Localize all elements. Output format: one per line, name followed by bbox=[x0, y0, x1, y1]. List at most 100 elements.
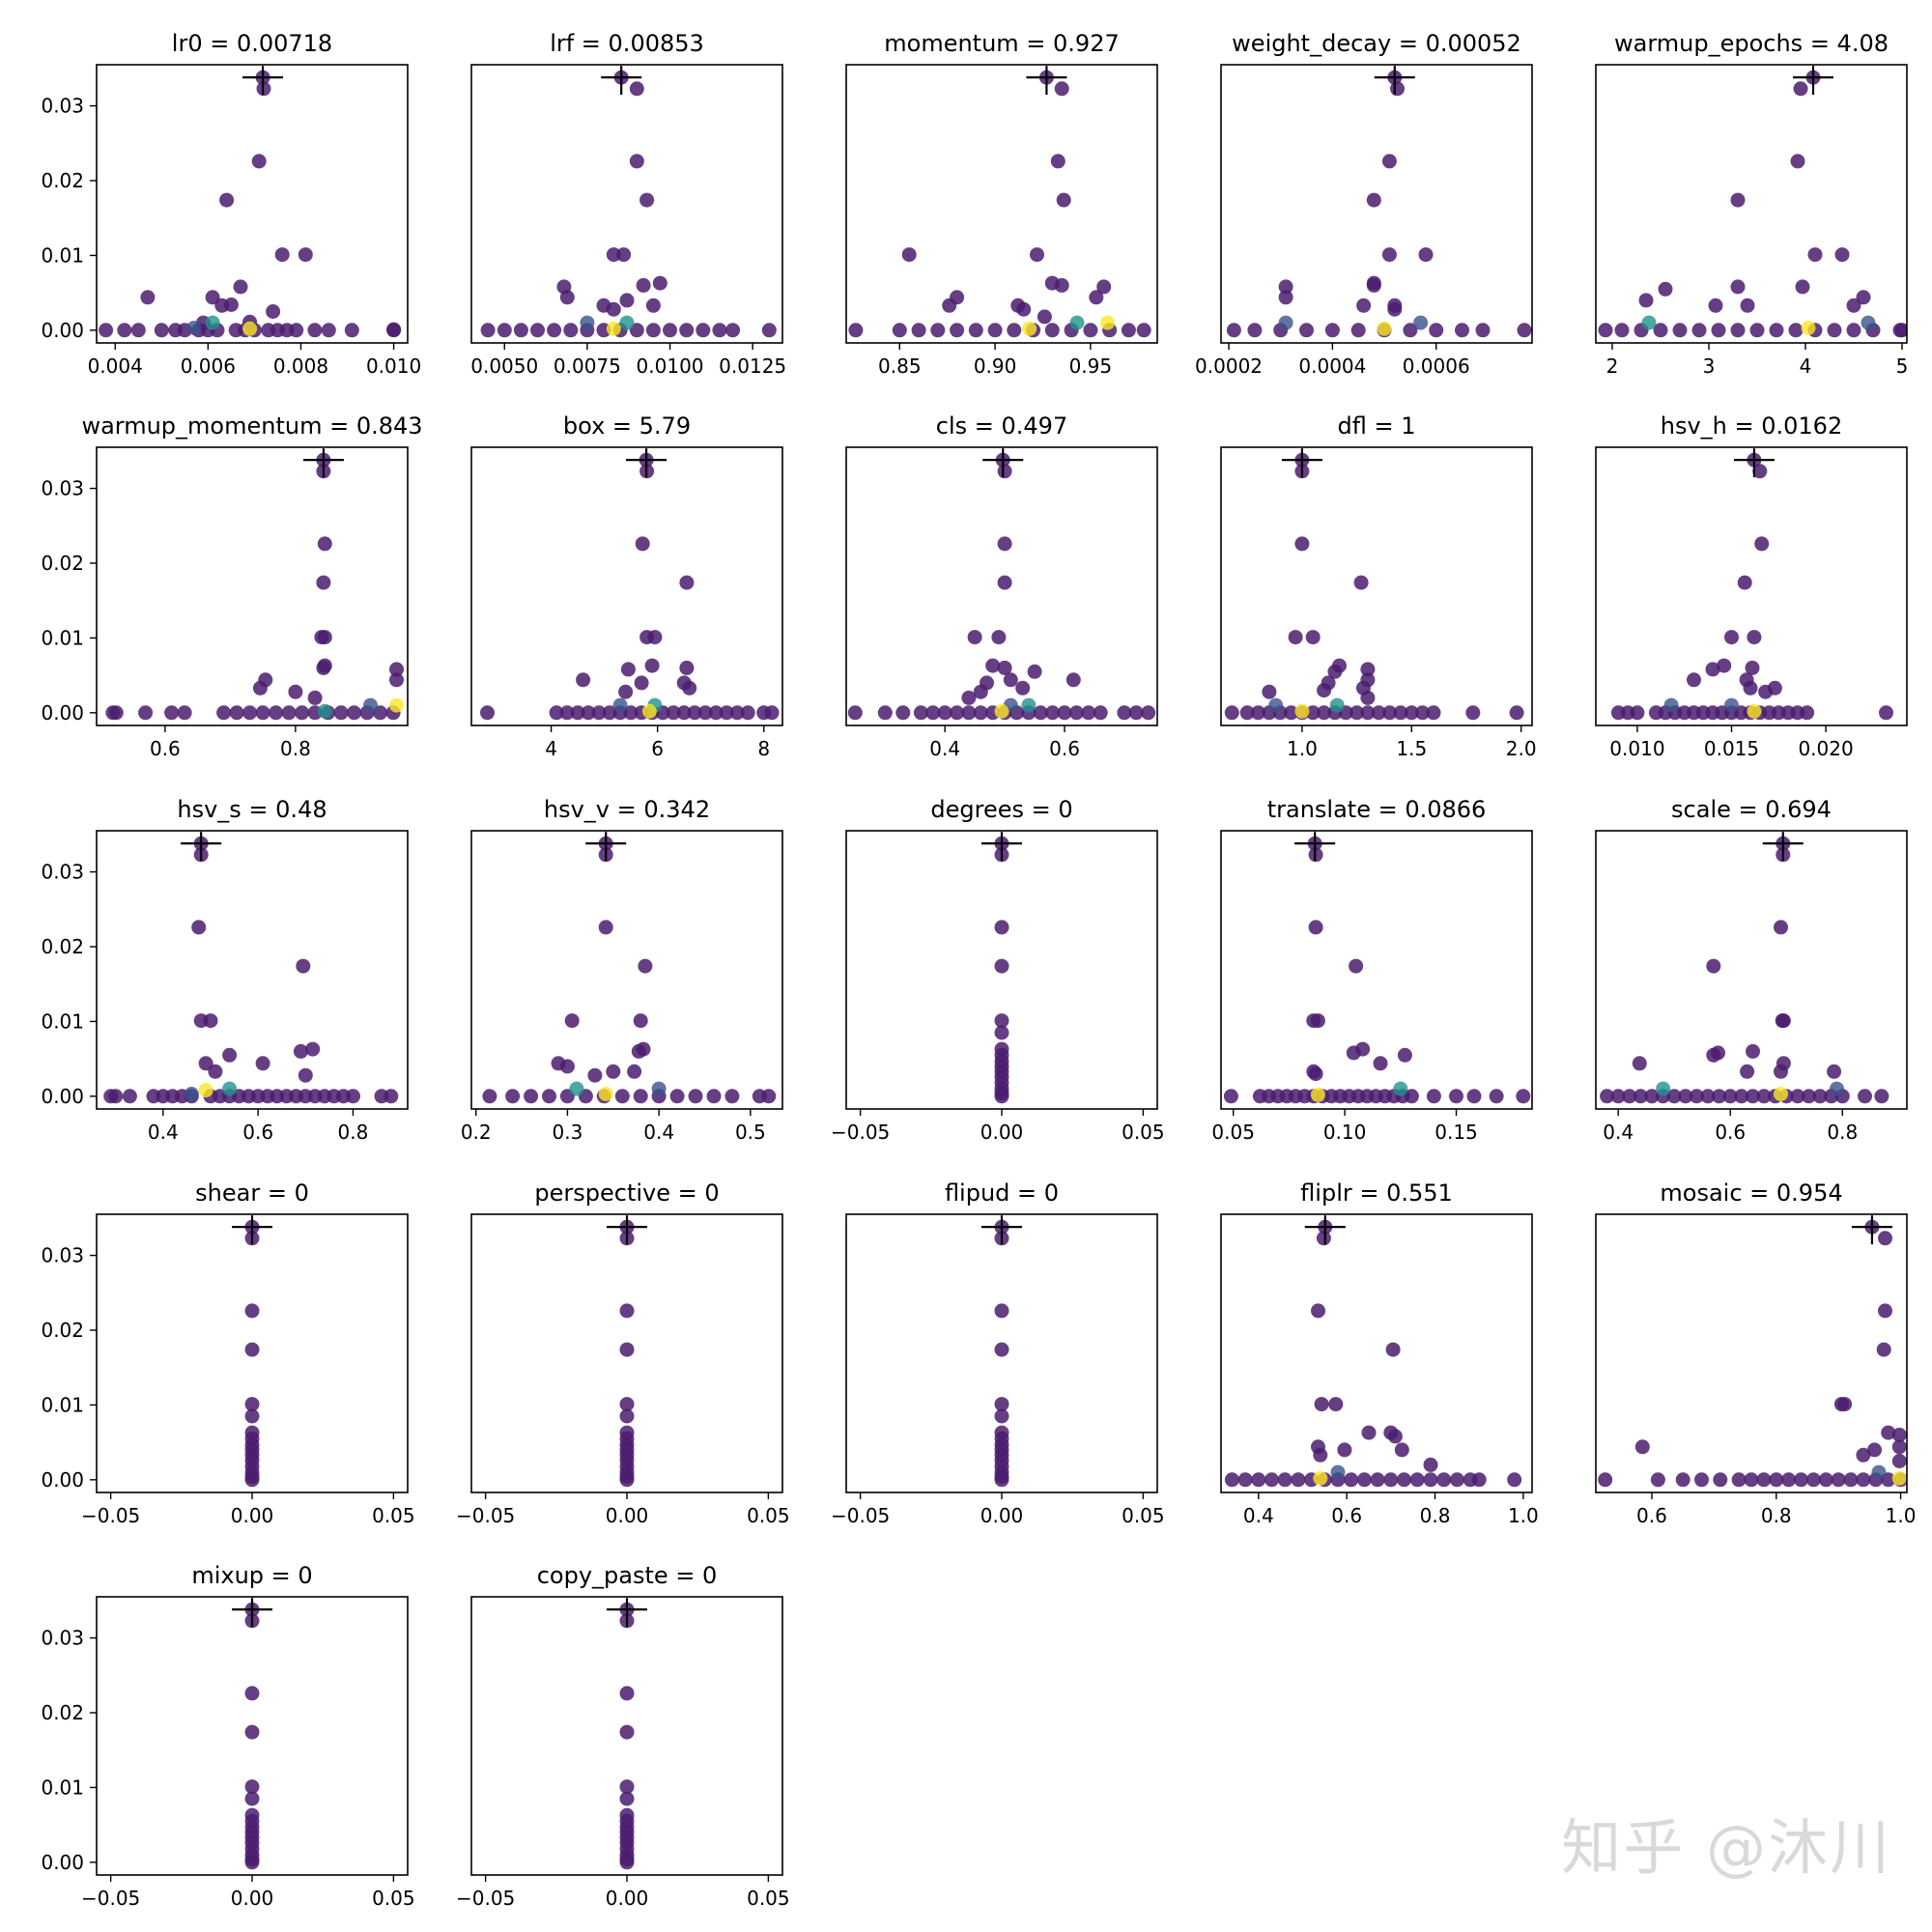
scatter-point bbox=[559, 1059, 575, 1074]
axes-frame bbox=[470, 64, 783, 344]
scatter-point bbox=[645, 298, 661, 313]
x-tick-label: 1.5 bbox=[1396, 737, 1427, 760]
x-tick-label: 0.05 bbox=[372, 1887, 415, 1910]
scatter-point bbox=[1373, 1056, 1388, 1071]
y-tick-label: 0.03 bbox=[41, 1244, 84, 1267]
scatter-point bbox=[587, 1067, 603, 1083]
scatter-point bbox=[1390, 81, 1405, 97]
subplot-warmup-epochs: warmup_epochs = 4.08 2 3 4 5 bbox=[1595, 30, 1908, 378]
subplot-title: translate = 0.0866 bbox=[1267, 796, 1487, 823]
scatter-point bbox=[591, 705, 607, 721]
scatter-point bbox=[1867, 1442, 1882, 1458]
scatter-point bbox=[1360, 662, 1376, 677]
scatter-point bbox=[1305, 630, 1321, 645]
scatter-point bbox=[1691, 323, 1707, 338]
scatter-point bbox=[663, 323, 677, 338]
subplot-cls: cls = 0.497 0.4 0.6 bbox=[845, 412, 1158, 760]
x-tick-label: 0.010 bbox=[366, 355, 421, 378]
scatter-point bbox=[1455, 323, 1469, 338]
scatter-point bbox=[1057, 705, 1072, 721]
scatter-point bbox=[140, 290, 156, 305]
y-tick-label: 0.01 bbox=[41, 1776, 84, 1799]
scatter-point bbox=[620, 662, 636, 677]
subplot-scale: scale = 0.694 0.4 0.6 0.8 bbox=[1595, 796, 1908, 1144]
scatter-point bbox=[877, 705, 893, 721]
scatter-point bbox=[606, 247, 621, 263]
scatter-point bbox=[997, 575, 1012, 590]
scatter-point bbox=[559, 705, 575, 721]
scatter-point bbox=[638, 958, 653, 974]
scatter-points bbox=[482, 836, 777, 1104]
subplot-title: warmup_epochs = 4.08 bbox=[1614, 30, 1889, 57]
axes-frame bbox=[470, 446, 783, 726]
x-tick-label: 0.6 bbox=[1636, 1504, 1667, 1527]
scatter-point bbox=[266, 304, 281, 319]
subplot-title: box = 5.79 bbox=[563, 412, 691, 440]
scatter-points bbox=[1598, 1219, 1907, 1488]
subplot-title: degrees = 0 bbox=[930, 796, 1072, 823]
y-tick-label: 0.02 bbox=[41, 1319, 84, 1342]
scatter-point bbox=[1316, 1231, 1331, 1246]
scatter-point bbox=[289, 323, 304, 338]
subplot-mixup: mixup = 0 −0.05 0.00 0.05 0.00 0.01 0.02 0.03 bbox=[41, 1562, 414, 1910]
scatter-point bbox=[346, 1089, 360, 1104]
scatter-point bbox=[1030, 247, 1044, 263]
highlight-point bbox=[1310, 1087, 1325, 1102]
scatter-point bbox=[1068, 705, 1084, 721]
scatter-point bbox=[1658, 281, 1673, 297]
highlight-point bbox=[317, 703, 332, 719]
scatter-point bbox=[1328, 1397, 1344, 1412]
scatter-point bbox=[251, 154, 267, 169]
scatter-point bbox=[1856, 1447, 1871, 1463]
scatter-point bbox=[1653, 323, 1668, 338]
scatter-point bbox=[961, 690, 977, 705]
y-tick-label: 0.01 bbox=[41, 1009, 84, 1033]
y-tick-label: 0.02 bbox=[41, 552, 84, 575]
scatter-point bbox=[1278, 290, 1293, 305]
scatter-point bbox=[619, 1855, 635, 1870]
scatter-point bbox=[1752, 464, 1768, 479]
scatter-point bbox=[244, 1472, 260, 1488]
x-tick-label: 0.4 bbox=[1243, 1504, 1274, 1527]
scatter-point bbox=[1600, 1089, 1615, 1104]
scatter-point bbox=[1278, 279, 1293, 295]
x-tick-label: 0.05 bbox=[372, 1504, 415, 1527]
axes-frame bbox=[1220, 830, 1533, 1110]
scatter-point bbox=[497, 323, 512, 338]
scatter-point bbox=[1136, 323, 1151, 338]
subplot-title: copy_paste = 0 bbox=[537, 1562, 718, 1589]
scatter-point bbox=[634, 675, 649, 691]
y-tick-label: 0.01 bbox=[41, 1393, 84, 1416]
y-tick-label: 0.03 bbox=[41, 95, 84, 118]
scatter-point bbox=[1856, 290, 1871, 305]
scatter-point bbox=[1598, 323, 1613, 338]
scatter-point bbox=[244, 1303, 260, 1319]
scatter-point bbox=[1423, 1472, 1438, 1488]
scatter-point bbox=[1471, 1472, 1487, 1488]
scatter-point bbox=[480, 705, 495, 721]
scatter-points bbox=[1610, 452, 1893, 721]
scatter-point bbox=[1239, 705, 1255, 721]
x-tick-label: 0.0004 bbox=[1298, 355, 1366, 378]
scatter-point bbox=[223, 298, 239, 312]
x-tick-label: 0.006 bbox=[181, 355, 236, 378]
scatter-point bbox=[1694, 1472, 1709, 1488]
watermark: 知乎 @沐川 bbox=[1561, 1812, 1891, 1883]
scatter-point bbox=[1294, 536, 1310, 552]
scatter-point bbox=[1740, 1064, 1755, 1079]
scatter-point bbox=[1056, 192, 1071, 208]
subplot-degrees: degrees = 0 −0.05 0.00 0.05 bbox=[831, 796, 1165, 1144]
scatter-point bbox=[619, 1724, 635, 1740]
scatter-point bbox=[1366, 277, 1381, 293]
x-tick-label: 2 bbox=[1606, 355, 1619, 378]
scatter-point bbox=[99, 323, 114, 338]
scatter-point bbox=[1672, 323, 1688, 338]
scatter-point bbox=[679, 575, 695, 590]
scatter-point bbox=[244, 1342, 260, 1357]
scatter-point bbox=[925, 705, 941, 721]
x-tick-label: 0.05 bbox=[1211, 1121, 1255, 1144]
scatter-point bbox=[1856, 1472, 1871, 1488]
scatter-point bbox=[618, 684, 634, 699]
highlight-point bbox=[569, 1081, 584, 1096]
highlight-point bbox=[1100, 315, 1116, 330]
